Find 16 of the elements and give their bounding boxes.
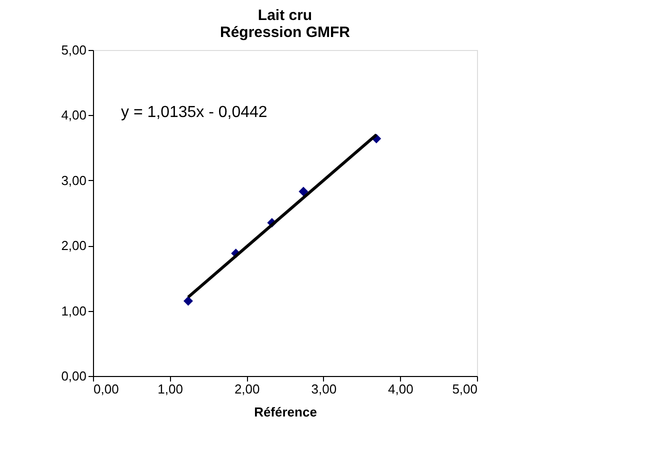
x-tick-label: 3,00 [311,382,337,396]
y-tick-label: 0,00 [61,368,86,384]
y-tick-label: 2,00 [61,238,86,254]
x-tick-label: 0,00 [94,382,119,396]
x-tick-label: 1,00 [158,382,183,396]
y-tick-label: 5,00 [61,42,86,58]
annotation: y = 1,0135x - 0,0442 [121,104,268,121]
y-tick-label: 1,00 [61,303,86,318]
chart-title: Lait cru [258,7,312,24]
chart-subtitle: Régression GMFR [220,24,350,41]
y-tick-label: 4,00 [61,108,86,123]
x-axis-title: Référence [254,404,317,420]
x-tick-label: 2,00 [234,382,260,396]
y-tick-label: 3,00 [61,172,86,188]
x-tick-label: 4,00 [388,382,414,396]
x-tick-label: 5,00 [452,382,478,396]
